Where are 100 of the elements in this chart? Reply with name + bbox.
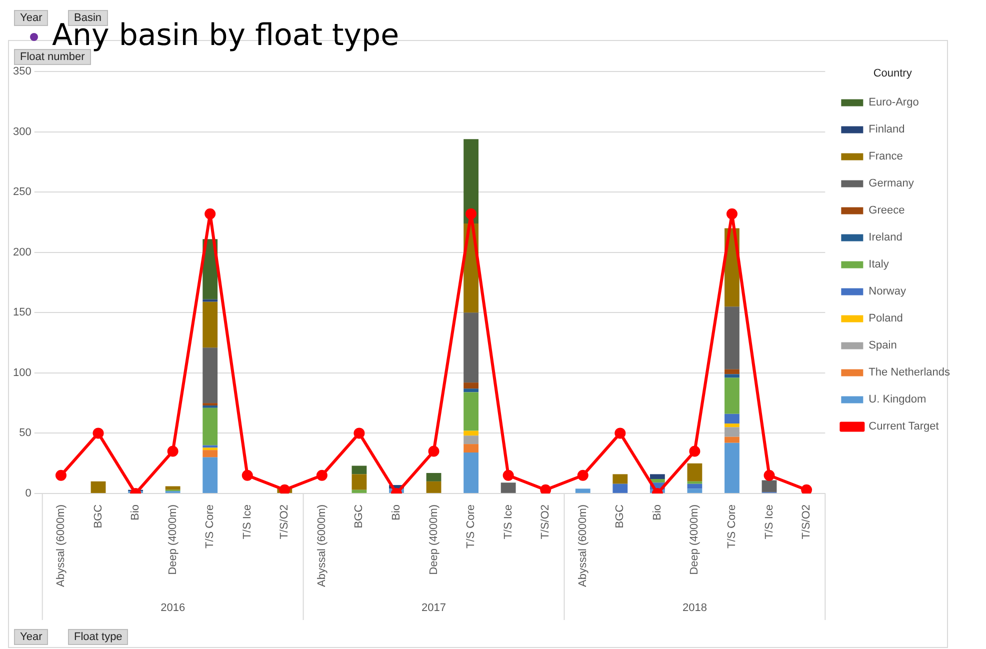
bar [464, 430, 478, 436]
point [502, 470, 514, 481]
y-tick-label: 50 [19, 427, 32, 440]
bar [352, 490, 367, 493]
point [689, 446, 700, 457]
x-tick-label: Bio [651, 504, 664, 520]
x-tick-label: BGC [92, 504, 104, 528]
bar [612, 474, 628, 484]
legend-label: Euro-Argo [868, 96, 919, 109]
x-tick-label: Abyssal (6000m) [576, 504, 589, 588]
point [801, 484, 812, 494]
bar [426, 481, 442, 493]
legend-label: Poland [868, 312, 903, 325]
bar [464, 139, 478, 224]
x-tick-label: T/S/O2 [278, 504, 291, 540]
x-tick-label: T/S Ice [241, 504, 254, 540]
bar [464, 392, 478, 431]
point [540, 484, 552, 494]
x-tick-label: Deep (4000m) [166, 504, 179, 575]
bar [202, 448, 218, 450]
bar [202, 348, 218, 404]
legend-label: France [868, 150, 903, 163]
point [204, 208, 216, 220]
legend-label: Greece [868, 204, 905, 217]
legend-label: Italy [868, 258, 890, 271]
bar [500, 482, 516, 493]
bar [90, 481, 106, 493]
y-tick-label: 250 [12, 186, 32, 198]
x-tick-label: BGC [614, 504, 626, 528]
y-tick-label: 0 [25, 488, 32, 500]
text: Year [14, 10, 48, 26]
x-tick-label: Bio [130, 504, 142, 520]
bar [724, 378, 740, 414]
point [55, 470, 66, 481]
bar [352, 466, 367, 474]
bar [724, 436, 740, 443]
text: Year [14, 629, 48, 645]
text: 2018 [682, 602, 707, 614]
x-tick-label: Bio [390, 504, 403, 520]
bar [464, 388, 478, 392]
bar [687, 481, 702, 484]
bar [202, 450, 218, 458]
y-tick-label: 200 [12, 246, 32, 258]
bar [352, 474, 367, 490]
x-tick-label: Deep (4000m) [688, 504, 701, 575]
bar [724, 369, 740, 374]
y-tick-label: 300 [12, 126, 32, 138]
bar [165, 486, 180, 490]
bar [687, 484, 702, 489]
x-tick-label: T/S/O2 [800, 504, 813, 540]
bar [724, 424, 740, 428]
bar [202, 302, 218, 348]
bar [464, 452, 478, 493]
x-tick-label: BGC [353, 504, 366, 528]
y-axis-title: Float number [14, 49, 91, 65]
point [577, 470, 588, 481]
bar [464, 436, 478, 444]
bar [724, 306, 740, 370]
x-tick-label: T/S Ice [502, 504, 514, 540]
legend-label: Spain [868, 340, 897, 352]
legend-label: The Netherlands [868, 366, 950, 379]
bar [575, 488, 590, 493]
point [614, 428, 626, 439]
x-tick-label: T/S Core [465, 504, 478, 548]
bar [464, 444, 478, 452]
bar [724, 427, 740, 437]
legend-label: Germany [868, 178, 914, 190]
legend-label: Finland [868, 124, 905, 136]
bar [202, 408, 218, 446]
x-tick-label: T/S/O2 [540, 504, 552, 540]
point [764, 470, 775, 481]
x-tick-label: Abyssal (6000m) [55, 504, 68, 588]
bar [724, 374, 740, 378]
y-tick-label: 100 [12, 366, 32, 379]
x-tick-label: Deep (4000m) [428, 504, 440, 575]
legend-label: U. Kingdom [868, 394, 926, 406]
bar [687, 463, 702, 482]
x-tick-label: Abyssal (6000m) [316, 504, 328, 588]
bar [464, 312, 478, 383]
point [316, 470, 328, 481]
legend-label: Norway [868, 286, 906, 298]
bar [762, 480, 777, 492]
point [92, 428, 104, 439]
bar [464, 382, 478, 389]
bar [202, 299, 218, 302]
point [726, 208, 738, 220]
bar [724, 442, 740, 493]
point [242, 470, 253, 481]
legend-title: Country [873, 68, 912, 80]
x-tick-label: T/S Core [726, 504, 738, 548]
point [279, 484, 290, 494]
point [428, 446, 440, 457]
legend-label: Current Target [868, 420, 939, 433]
x-axis-title: Float type [68, 629, 128, 645]
bar [687, 488, 702, 493]
point [354, 428, 365, 439]
bar [426, 472, 442, 482]
x-tick-label: T/S Ice [763, 504, 776, 540]
y-tick-label: 150 [12, 306, 32, 319]
bar [202, 405, 218, 408]
